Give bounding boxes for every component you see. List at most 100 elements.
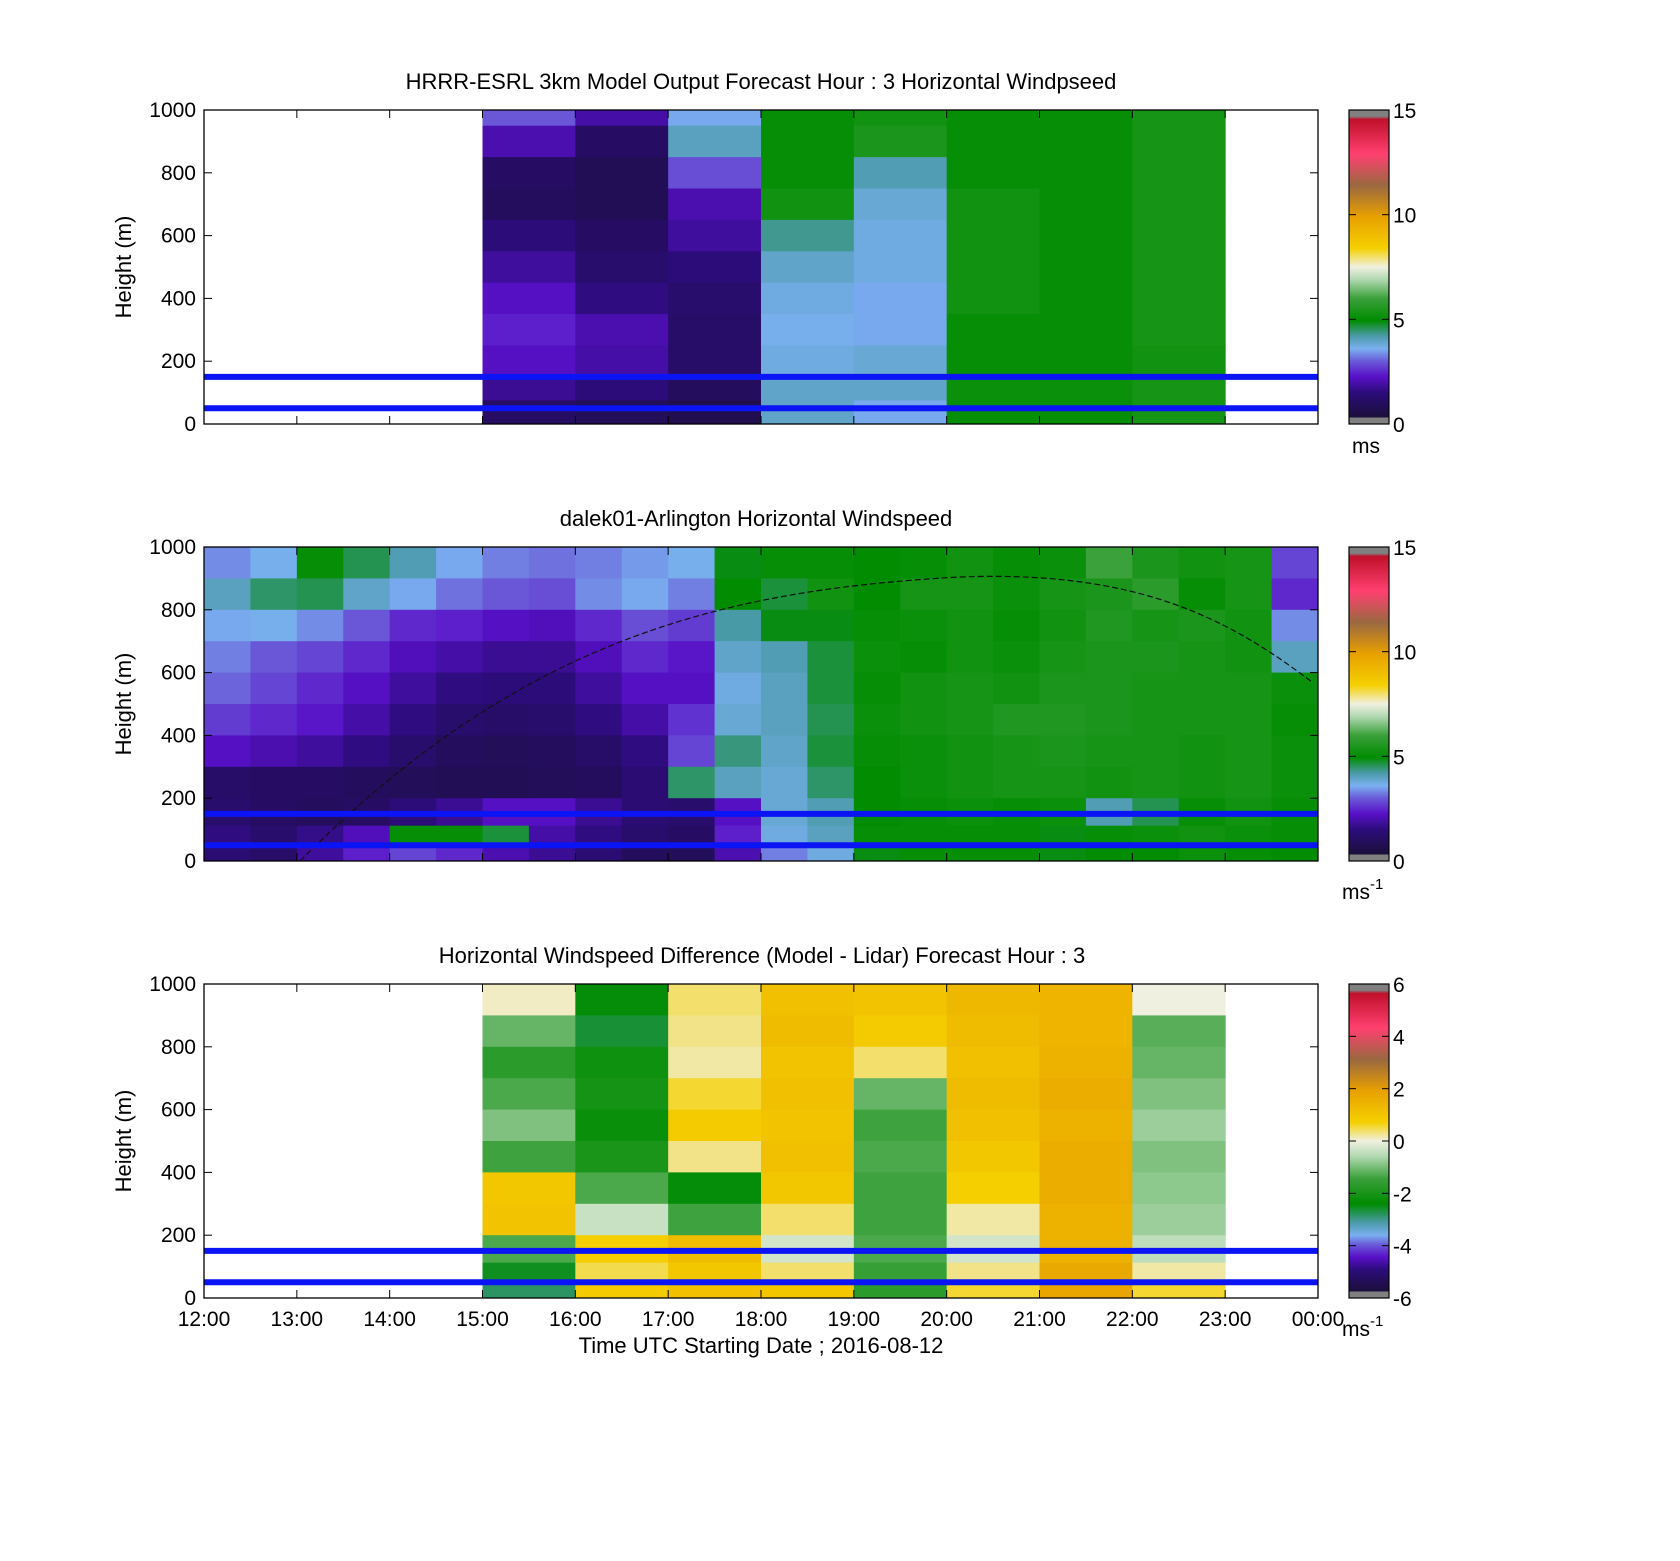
model-y-tick-label: 800 bbox=[161, 162, 196, 185]
x-tick-label: 19:00 bbox=[828, 1308, 881, 1331]
difference-cell bbox=[761, 1172, 855, 1205]
model-cell bbox=[482, 188, 576, 221]
lidar-cell bbox=[853, 845, 901, 862]
model-y-tick-label: 1000 bbox=[149, 99, 196, 122]
lidar-cell bbox=[389, 609, 437, 642]
lidar-cell bbox=[204, 672, 251, 705]
difference-cell bbox=[482, 1262, 576, 1283]
model-colorbar bbox=[1348, 109, 1390, 425]
model-cell bbox=[761, 125, 855, 158]
lidar-cell bbox=[1132, 578, 1180, 611]
lidar-cell bbox=[436, 845, 483, 862]
difference-cell bbox=[1132, 1203, 1226, 1236]
lidar-cell bbox=[250, 609, 298, 642]
x-tick-label: 12:00 bbox=[178, 1308, 231, 1331]
difference-cell bbox=[853, 1282, 948, 1299]
lidar-cell bbox=[946, 547, 994, 579]
difference-cell bbox=[1132, 1015, 1226, 1048]
lidar-cell bbox=[436, 735, 483, 768]
x-tick-label: 16:00 bbox=[549, 1308, 602, 1331]
model-cell bbox=[946, 400, 1040, 425]
model-cell bbox=[668, 157, 762, 189]
lidar-cell bbox=[482, 825, 530, 846]
lidar-cell bbox=[296, 766, 344, 799]
model-cell bbox=[482, 400, 576, 425]
model-cell bbox=[761, 157, 855, 189]
model-cell bbox=[668, 376, 762, 401]
difference-cell bbox=[668, 984, 762, 1016]
lidar-cell bbox=[389, 766, 437, 799]
model-cell bbox=[1039, 125, 1133, 158]
lidar-cell bbox=[900, 735, 948, 768]
difference-y-tick-label: 400 bbox=[161, 1161, 196, 1184]
x-axis-label: Time UTC Starting Date ; 2016-08-12 bbox=[579, 1333, 944, 1358]
model-cell bbox=[1039, 251, 1133, 284]
model-cell bbox=[575, 125, 669, 158]
difference-cell bbox=[761, 1109, 855, 1142]
lidar-cell bbox=[900, 825, 948, 846]
lidar-cell bbox=[621, 672, 669, 705]
lidar-cell bbox=[296, 547, 344, 579]
lidar-cell bbox=[482, 641, 530, 674]
lidar-cell bbox=[993, 547, 1040, 579]
model-colorbar-unit: ms bbox=[1352, 435, 1380, 458]
lidar-cell bbox=[853, 825, 901, 846]
difference-cell bbox=[482, 1015, 576, 1048]
difference-cell bbox=[575, 1109, 669, 1142]
model-cell bbox=[1039, 314, 1133, 346]
model-cell bbox=[853, 219, 948, 252]
lidar-cell bbox=[250, 547, 298, 579]
difference-colorbar-tick-label: 2 bbox=[1393, 1079, 1405, 1102]
lidar-cell bbox=[250, 704, 298, 736]
lidar-cell bbox=[389, 735, 437, 768]
model-y-tick-label: 0 bbox=[184, 413, 196, 436]
model-cell bbox=[1039, 219, 1133, 252]
difference-cell bbox=[1132, 1141, 1226, 1173]
lidar-cell bbox=[900, 704, 948, 736]
lidar-cell bbox=[1178, 672, 1226, 705]
lidar-cell bbox=[1178, 578, 1226, 611]
lidar-cell bbox=[621, 704, 669, 736]
difference-cell bbox=[575, 1172, 669, 1205]
model-cell bbox=[853, 345, 948, 378]
difference-cell bbox=[1039, 1282, 1133, 1299]
lidar-cell bbox=[993, 845, 1040, 862]
model-cell bbox=[482, 251, 576, 284]
difference-cell bbox=[482, 984, 576, 1016]
model-colorbar-ticks: 0 5 10 15 bbox=[1349, 100, 1416, 437]
lidar-cell bbox=[482, 735, 530, 768]
lidar-cell bbox=[993, 766, 1040, 799]
lidar-cell bbox=[343, 704, 391, 736]
model-cell bbox=[575, 188, 669, 221]
model-cell bbox=[668, 110, 762, 127]
model-cell bbox=[1039, 400, 1133, 425]
lidar-cell bbox=[807, 845, 855, 862]
lidar-cell bbox=[621, 825, 669, 846]
lidar-cell bbox=[761, 547, 808, 579]
lidar-cell bbox=[621, 609, 669, 642]
x-tick-label: 22:00 bbox=[1106, 1308, 1159, 1331]
lidar-colorbar-ticks: 0 5 10 15 bbox=[1349, 537, 1416, 874]
lidar-cell bbox=[1178, 547, 1226, 579]
difference-y-tick-label: 800 bbox=[161, 1036, 196, 1059]
difference-colorbar-tick-label: -2 bbox=[1393, 1183, 1412, 1206]
lidar-cell bbox=[250, 672, 298, 705]
lidar-cell bbox=[1132, 641, 1180, 674]
model-cell bbox=[853, 188, 948, 221]
difference-colorbar-unit: ms-1 bbox=[1342, 1313, 1383, 1341]
lidar-cell bbox=[1178, 825, 1226, 846]
lidar-ylabel: Height (m) bbox=[111, 653, 136, 756]
lidar-cell bbox=[946, 735, 994, 768]
lidar-cell bbox=[668, 609, 716, 642]
difference-title: Horizontal Windspeed Difference (Model -… bbox=[439, 943, 1085, 968]
lidar-cell bbox=[1178, 766, 1226, 799]
lidar-cell bbox=[528, 609, 576, 642]
model-cell bbox=[761, 282, 855, 315]
model-cell bbox=[853, 157, 948, 189]
model-cell bbox=[482, 345, 576, 378]
lidar-cell bbox=[204, 766, 251, 799]
difference-cell bbox=[853, 1203, 948, 1236]
lidar-cell bbox=[1225, 547, 1273, 579]
lidar-cell bbox=[296, 735, 344, 768]
